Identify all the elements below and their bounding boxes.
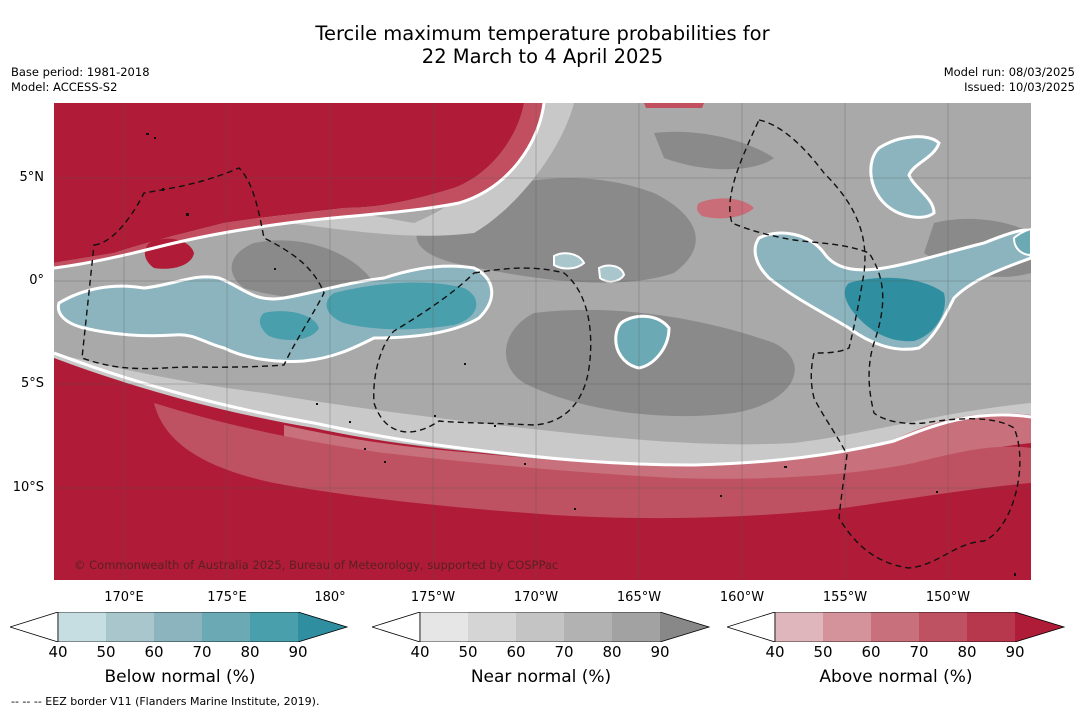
- copyright-notice: © Commonwealth of Australia 2025, Bureau…: [74, 558, 559, 572]
- issued-date: Issued: 10/03/2025: [964, 80, 1075, 94]
- eez-footnote: -- -- -- EEZ border V11 (Flanders Marine…: [11, 695, 320, 708]
- lon-label-175e: 175°E: [207, 590, 247, 605]
- lat-label-0: 0°: [29, 273, 44, 288]
- title-line-1: Tercile maximum temperature probabilitie…: [315, 22, 770, 45]
- lat-label-5n: 5°N: [19, 170, 45, 185]
- lon-label-170w: 170°W: [513, 590, 559, 605]
- colorbar-below-80: [250, 612, 298, 642]
- colorbar-near-60: [516, 612, 564, 642]
- eez-kiribati-phoenix: [373, 267, 592, 433]
- colorbar-above-80: [967, 612, 1015, 642]
- cbar-below-tick-80: 80: [240, 643, 260, 661]
- lon-label-150w: 150°W: [925, 590, 971, 605]
- colorbar-near-max-triangle: [660, 612, 709, 642]
- above-normal-north-west: [54, 103, 524, 263]
- colorbar-near-50: [468, 612, 516, 642]
- near-normal-light-band-top: [234, 103, 574, 236]
- title-line-2: 22 March to 4 April 2025: [421, 45, 664, 68]
- probability-map: [54, 103, 1031, 580]
- colorbar-above-60: [871, 612, 919, 642]
- cbar-near-tick-80: 80: [602, 643, 622, 661]
- colorbar-above-40: [775, 612, 823, 642]
- below-normal-small-1: [553, 252, 586, 270]
- colorbar-above-max-triangle: [1015, 612, 1064, 642]
- cbar-below-tick-50: 50: [96, 643, 116, 661]
- colorbar-below-40: [58, 612, 106, 642]
- map-title: Tercile maximum temperature probabilitie…: [0, 22, 1085, 68]
- colorbar-above-70: [919, 612, 967, 642]
- colorbar-near-70: [564, 612, 612, 642]
- colorbar-below-50: [106, 612, 154, 642]
- model-name: Model: ACCESS-S2: [11, 80, 118, 94]
- eez-kiribati-line: [729, 119, 1021, 569]
- above-normal-south-mid: [154, 403, 1031, 519]
- lon-label-165w: 165°W: [616, 590, 662, 605]
- colorbar-above: [727, 612, 1066, 642]
- lat-label-5s: 5°S: [20, 376, 44, 391]
- colorbar-below-title: Below normal (%): [104, 667, 256, 687]
- lon-label-180: 180°: [314, 590, 346, 605]
- above-normal-boundary-south: [54, 351, 1031, 467]
- cbar-near-tick-90: 90: [650, 643, 670, 661]
- cbar-above-tick-90: 90: [1005, 643, 1025, 661]
- near-normal-dark-patches: [231, 131, 1031, 417]
- below-normal-small-3: [1012, 227, 1031, 257]
- cbar-above-tick-70: 70: [909, 643, 929, 661]
- colorbar-below-60: [154, 612, 202, 642]
- above-normal-top-strip: [644, 103, 704, 108]
- above-normal-small-patch-2: [697, 198, 754, 219]
- lat-label-10s: 10°S: [12, 480, 44, 495]
- colorbar-below-min-triangle: [10, 612, 59, 642]
- colorbar-above-min-triangle: [727, 612, 776, 642]
- above-normal-boundary-north: [54, 103, 546, 270]
- cbar-near-tick-40: 40: [410, 643, 430, 661]
- lon-label-170e: 170°E: [104, 590, 144, 605]
- model-run: Model run: 08/03/2025: [943, 65, 1075, 79]
- lon-label-160w: 160°W: [719, 590, 765, 605]
- colorbar-near-80: [612, 612, 660, 642]
- colorbar-below: [10, 612, 349, 642]
- below-normal-small-2: [597, 264, 626, 283]
- colorbar-above-50: [823, 612, 871, 642]
- cbar-near-tick-60: 60: [506, 643, 526, 661]
- cbar-below-tick-90: 90: [288, 643, 308, 661]
- graticule: [54, 103, 1031, 580]
- cbar-above-tick-80: 80: [957, 643, 977, 661]
- cbar-above-tick-50: 50: [813, 643, 833, 661]
- cbar-above-tick-60: 60: [861, 643, 881, 661]
- base-period: Base period: 1981-2018: [11, 65, 150, 79]
- lon-label-175w: 175°W: [410, 590, 456, 605]
- below-normal-east-core: [844, 277, 945, 342]
- cbar-near-tick-50: 50: [458, 643, 478, 661]
- cbar-below-tick-40: 40: [48, 643, 68, 661]
- colorbar-near-min-triangle: [372, 612, 421, 642]
- colorbar-above-title: Above normal (%): [819, 667, 973, 687]
- colorbar-near: [372, 612, 711, 642]
- meta-left: Base period: 1981-2018 Model: ACCESS-S2: [11, 65, 150, 95]
- colorbar-near-title: Near normal (%): [470, 667, 612, 687]
- cbar-below-tick-70: 70: [192, 643, 212, 661]
- cbar-near-tick-70: 70: [554, 643, 574, 661]
- colorbar-near-40: [420, 612, 468, 642]
- cbar-above-tick-40: 40: [765, 643, 785, 661]
- cbar-below-tick-60: 60: [144, 643, 164, 661]
- below-normal-west-core: [259, 282, 477, 340]
- below-normal-east-upper: [869, 135, 941, 219]
- colorbar-below-max-triangle: [298, 612, 347, 642]
- meta-right: Model run: 08/03/2025 Issued: 10/03/2025: [944, 65, 1075, 95]
- colorbar-below-70: [202, 612, 250, 642]
- lon-label-155w: 155°W: [822, 590, 868, 605]
- island-dots: [146, 133, 1016, 576]
